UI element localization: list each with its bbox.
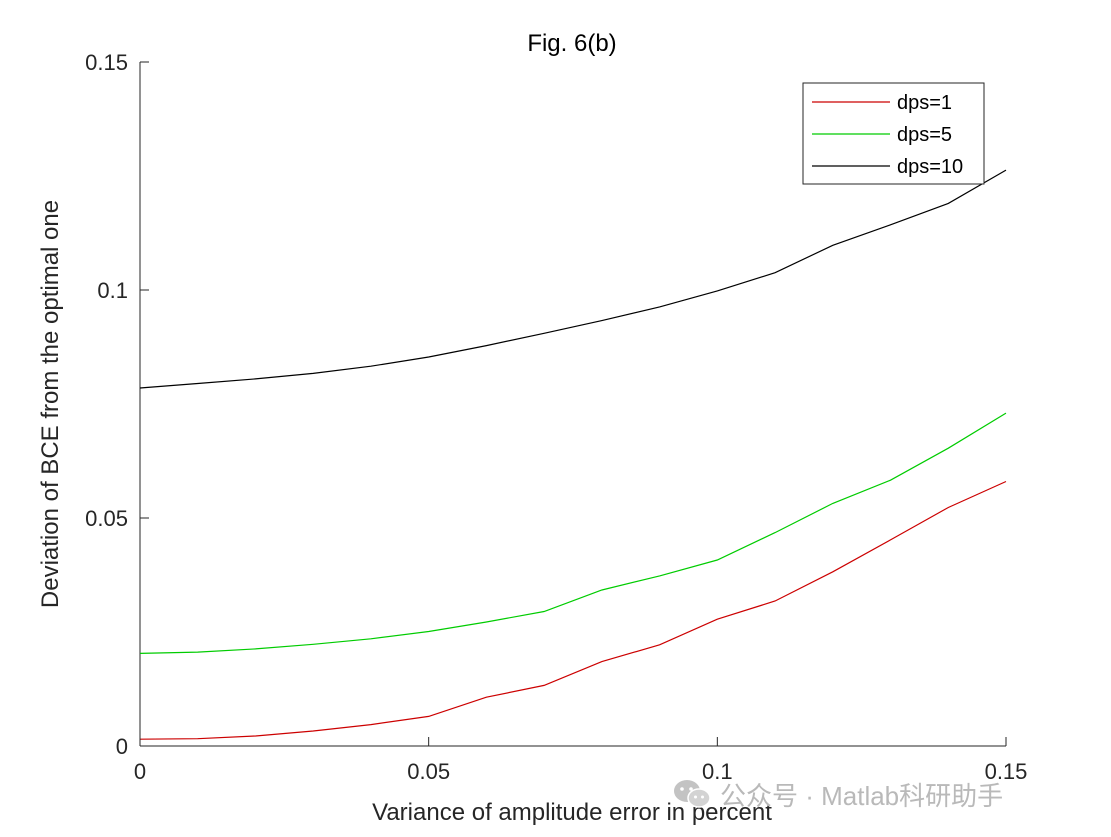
x-tick-label: 0.05	[407, 759, 450, 784]
plot-lines	[139, 169, 1007, 740]
series-line-3	[139, 169, 1007, 389]
watermark: 公众号 · Matlab科研助手	[672, 776, 1003, 812]
chart-title: Fig. 6(b)	[527, 30, 616, 57]
y-tick-label: 0.1	[97, 278, 128, 303]
ticks: 0 0.05 0.1 0.15 0 0.05 0.1 0.15	[85, 50, 1027, 784]
watermark-text: 公众号 · Matlab科研助手	[720, 780, 1004, 811]
y-tick-label: 0.05	[85, 506, 128, 531]
legend: dps=1 dps=5 dps=10	[802, 82, 985, 185]
axes	[139, 62, 1006, 747]
y-tick-label: 0.15	[85, 50, 128, 75]
series-line-1	[139, 480, 1007, 740]
wechat-icon	[674, 780, 711, 808]
series-line-2	[139, 412, 1007, 654]
x-tick-label: 0.1	[702, 759, 733, 784]
x-tick-label: 0	[134, 759, 146, 784]
legend-label: dps=10	[897, 156, 963, 178]
legend-label: dps=1	[897, 92, 952, 114]
legend-label: dps=5	[897, 124, 952, 146]
y-axis-label: Deviation of BCE from the optimal one	[37, 200, 64, 608]
x-tick-label: 0.15	[985, 759, 1028, 784]
y-tick-label: 0	[116, 734, 128, 759]
